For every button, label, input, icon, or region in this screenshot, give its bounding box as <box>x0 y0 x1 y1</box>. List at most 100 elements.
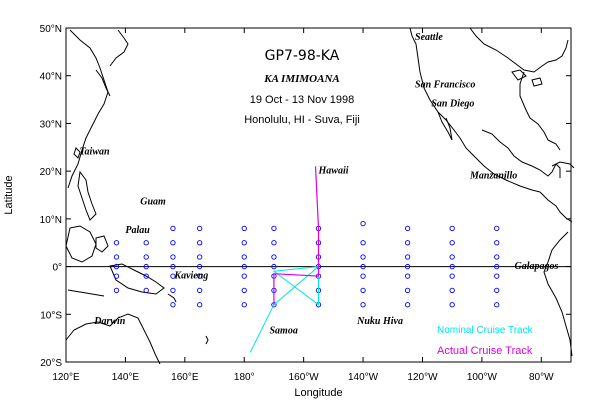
buoy-marker <box>360 263 366 270</box>
lon-tick-label: 140°E <box>112 372 140 383</box>
lat-tick-label: 30°N <box>40 119 62 130</box>
lon-tick-label: 120°E <box>52 372 80 383</box>
lon-tick-label: 100°W <box>467 372 498 383</box>
buoy-marker <box>241 240 247 246</box>
buoy-marker <box>170 302 176 308</box>
buoy-marker <box>360 273 366 279</box>
axis-ticks: 50°N 40°N 30°N 20°N 10°N 0° 10°S 20°S 120°E 140°E… <box>40 24 571 383</box>
buoy-marker <box>360 220 366 227</box>
buoy-marker <box>404 254 411 260</box>
buoy-marker <box>449 263 455 270</box>
cruise-route: Honolulu, HI - Suva, Fiji <box>244 114 360 126</box>
map-frame <box>65 27 572 363</box>
buoy-marker <box>360 240 366 246</box>
buoy-marker <box>170 240 176 246</box>
buoy-marker <box>241 287 247 294</box>
buoy-marker <box>197 273 203 279</box>
cruise-id-title: GP7-98-KA <box>265 48 340 64</box>
buoy-marker <box>241 225 247 232</box>
buoy-marker <box>170 273 176 279</box>
buoy-marker <box>113 240 120 246</box>
tao-buoy-array <box>113 220 500 308</box>
buoy-marker <box>197 263 203 270</box>
buoy-marker <box>143 273 149 279</box>
buoy-marker <box>271 225 277 232</box>
buoy-marker <box>404 225 411 232</box>
buoy-marker <box>113 273 120 279</box>
lat-tick-label: 20°N <box>40 167 62 178</box>
buoy-marker <box>113 287 120 294</box>
buoy-marker <box>143 263 149 270</box>
legend-nominal-track: Nominal Cruise Track <box>437 325 534 336</box>
place-label: Samoa <box>269 325 297 336</box>
buoy-marker <box>449 254 455 260</box>
place-label: San Francisco <box>415 80 475 91</box>
x-axis-title: Longitude <box>294 387 342 399</box>
buoy-marker <box>170 254 176 260</box>
place-label: Nuku Hiva <box>356 316 403 327</box>
cruise-dates: 19 Oct - 13 Nov 1998 <box>250 94 355 106</box>
buoy-marker <box>241 302 247 308</box>
buoy-marker <box>494 254 500 260</box>
buoy-marker <box>271 263 277 270</box>
buoy-marker <box>494 302 500 308</box>
buoy-marker <box>494 287 500 294</box>
buoy-marker <box>360 254 366 260</box>
buoy-marker <box>404 287 411 294</box>
buoy-marker <box>197 287 203 294</box>
lat-tick-label: 50°N <box>40 24 62 35</box>
buoy-marker <box>197 254 203 260</box>
buoy-marker <box>143 240 149 246</box>
buoy-marker <box>271 240 277 246</box>
y-axis-title: Latitude <box>3 175 15 214</box>
place-label: Kavieng <box>173 271 208 282</box>
buoy-marker <box>404 273 411 279</box>
buoy-marker <box>197 225 203 232</box>
buoy-marker <box>449 273 455 279</box>
buoy-marker <box>494 263 500 270</box>
buoy-marker <box>143 287 149 294</box>
buoy-marker <box>360 302 366 308</box>
place-label: Palau <box>125 225 150 236</box>
ship-name: KA IMIMOANA <box>263 73 340 85</box>
lon-tick-label: 160°E <box>171 372 199 383</box>
lon-tick-label: 160°W <box>289 372 320 383</box>
lat-tick-label: 10°N <box>40 215 62 226</box>
buoy-marker <box>494 225 500 232</box>
actual-cruise-track <box>273 166 320 305</box>
buoy-marker <box>113 254 120 260</box>
place-label: Taiwan <box>79 146 110 157</box>
buoy-marker <box>404 240 411 246</box>
place-label: Guam <box>140 197 166 208</box>
place-label: Seattle <box>415 32 443 43</box>
lat-tick-label: 40°N <box>40 72 62 83</box>
lon-tick-label: 140°W <box>348 372 379 383</box>
buoy-marker <box>494 240 500 246</box>
buoy-marker <box>404 263 411 270</box>
place-label: Hawaii <box>318 166 349 177</box>
buoy-marker <box>449 287 455 294</box>
buoy-marker <box>241 263 247 270</box>
legend-actual-track: Actual Cruise Track <box>437 345 533 357</box>
buoy-marker <box>197 302 203 308</box>
buoy-marker <box>143 254 149 260</box>
lat-tick-label: 20°S <box>40 358 62 369</box>
place-labels: Seattle San Francisco San Diego Manzanillo T… <box>79 32 558 336</box>
lon-tick-label: 80°W <box>529 372 554 383</box>
buoy-marker <box>494 273 500 279</box>
buoy-marker <box>170 225 176 232</box>
place-label: Galapagos <box>515 261 559 272</box>
lon-tick-label: 120°W <box>407 372 438 383</box>
buoy-marker <box>241 254 247 260</box>
place-label: Darwin <box>93 316 126 327</box>
buoy-marker <box>197 240 203 246</box>
buoy-marker <box>404 302 411 308</box>
buoy-marker <box>360 287 366 294</box>
place-label: San Diego <box>431 99 474 110</box>
nominal-cruise-track <box>249 265 319 353</box>
buoy-marker <box>271 254 277 260</box>
lat-tick-label: 10°S <box>40 310 62 321</box>
lat-tick-label: 0° <box>52 263 62 274</box>
buoy-marker <box>170 263 176 270</box>
